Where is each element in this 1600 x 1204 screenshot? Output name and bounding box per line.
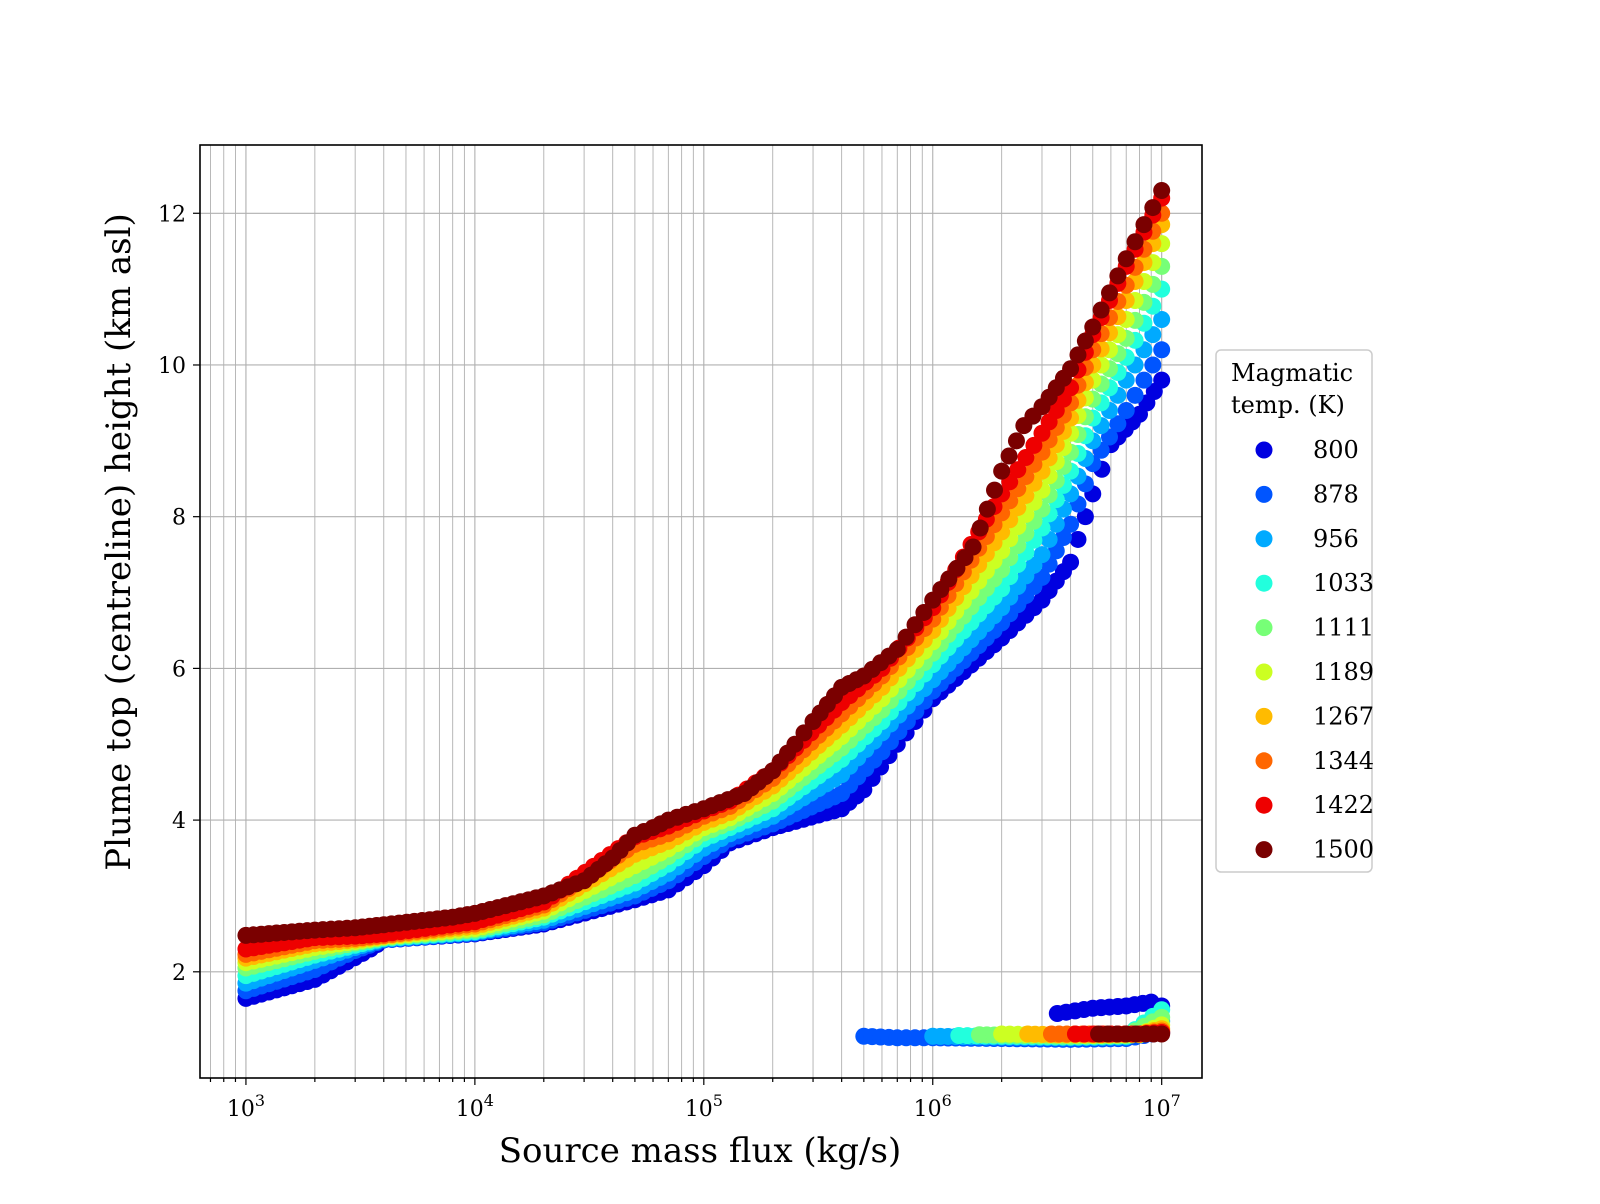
legend-label-1111: 1111 [1313, 614, 1374, 642]
series-1500 [237, 182, 1171, 1043]
legend: Magmatic temp. (K) 800 878 956 1033 1111 1189… [1215, 349, 1374, 873]
y-tick-label: 4 [172, 809, 186, 834]
legend-marker-1267 [1255, 707, 1273, 725]
data-point [986, 481, 1004, 499]
data-point [795, 724, 813, 742]
y-tick-label: 12 [158, 202, 186, 227]
data-point [1126, 386, 1144, 404]
data-point [915, 603, 933, 621]
data-point [1033, 568, 1051, 586]
x-tick-label: 104 [456, 1091, 494, 1122]
legend-label-1189: 1189 [1313, 658, 1374, 686]
data-point [971, 519, 989, 537]
data-point [1076, 508, 1094, 526]
data-point [1126, 233, 1144, 251]
data-point [1117, 250, 1135, 268]
legend-marker-1033 [1255, 574, 1273, 592]
data-point [1025, 436, 1043, 454]
x-tick-label: 107 [1143, 1091, 1181, 1122]
data-point [1062, 553, 1080, 571]
legend-title-line-1: Magmatic [1231, 359, 1353, 387]
legend-label-956: 956 [1313, 525, 1359, 553]
data-point [1084, 318, 1102, 336]
data-point [897, 628, 915, 646]
x-tick-label: 103 [227, 1091, 265, 1122]
legend-marker-956 [1255, 530, 1273, 548]
legend-marker-878 [1255, 485, 1273, 503]
data-point [1117, 401, 1135, 419]
data-point [906, 616, 924, 634]
legend-marker-1422 [1255, 796, 1273, 814]
plot-frame [199, 144, 1203, 1079]
x-tick-exponent: 6 [942, 1091, 952, 1110]
data-point [978, 500, 996, 518]
legend-marker-1111 [1255, 619, 1273, 637]
legend-label-1033: 1033 [1313, 569, 1374, 597]
x-tick-exponent: 5 [713, 1091, 723, 1110]
data-point [1054, 529, 1072, 547]
data-point [1153, 310, 1171, 328]
y-tick-label: 8 [172, 506, 186, 531]
data-point [993, 462, 1011, 480]
legend-label-800: 800 [1313, 436, 1359, 464]
data-point [1033, 546, 1051, 564]
data-point-lower-branch [1153, 1025, 1171, 1043]
data-point [1017, 449, 1035, 467]
x-tick-label: 105 [685, 1091, 723, 1122]
data-point [1069, 346, 1087, 364]
y-tick-label: 2 [172, 961, 186, 986]
legend-box [1215, 349, 1373, 873]
data-points [237, 182, 1171, 1048]
legend-marker-1189 [1255, 663, 1273, 681]
y-tick-label: 6 [172, 657, 186, 682]
legend-marker-1344 [1255, 752, 1273, 770]
data-point [1144, 199, 1162, 217]
x-tick-exponent: 3 [255, 1091, 265, 1110]
legend-marker-1500 [1255, 841, 1273, 859]
legend-label-1267: 1267 [1313, 702, 1374, 730]
x-tick-label: 106 [914, 1091, 952, 1122]
y-tick-label: 10 [158, 354, 186, 379]
data-point [1009, 461, 1027, 479]
y-axis-title: Plume top (centreline) height (km asl) [99, 213, 139, 871]
data-point [964, 538, 982, 556]
legend-label-878: 878 [1313, 480, 1359, 508]
data-point [1000, 447, 1018, 465]
legend-title-line-2: temp. (K) [1231, 391, 1345, 419]
legend-entries: 800 878 956 1033 1111 1189 1267 1344 1422 1500 [1255, 436, 1374, 864]
axis-ticks: 103 104 105 106 107 2 4 6 8 10 12 [158, 202, 1181, 1122]
legend-label-1500: 1500 [1313, 836, 1374, 864]
legend-label-1344: 1344 [1313, 747, 1374, 775]
legend-label-1422: 1422 [1313, 791, 1374, 819]
x-axis-title: Source mass flux (kg/s) [499, 1131, 901, 1171]
data-point [1153, 371, 1171, 389]
legend-marker-800 [1255, 441, 1273, 459]
x-tick-exponent: 4 [484, 1091, 494, 1110]
data-point [1135, 371, 1153, 389]
data-point [1062, 515, 1080, 533]
data-point [1109, 415, 1127, 433]
x-tick-exponent: 7 [1171, 1091, 1181, 1110]
data-point [1076, 332, 1094, 350]
data-point [1100, 284, 1118, 302]
data-point [888, 640, 906, 658]
data-point [1153, 341, 1171, 359]
data-point [1062, 360, 1080, 378]
data-point [1144, 356, 1162, 374]
data-point [1092, 301, 1110, 319]
data-point [1007, 432, 1025, 450]
data-point [1069, 530, 1087, 548]
data-point [786, 735, 804, 753]
data-point [1153, 182, 1171, 200]
data-point [1135, 216, 1153, 234]
data-point [1109, 267, 1127, 285]
